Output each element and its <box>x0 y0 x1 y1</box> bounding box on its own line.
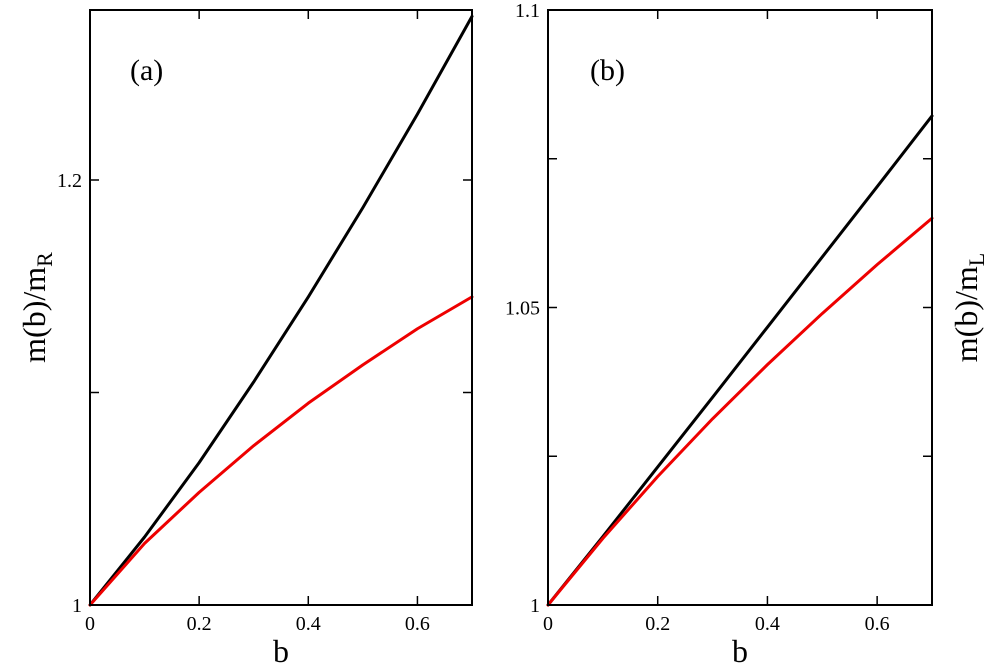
y-axis-title: m(b)/mR <box>16 252 57 363</box>
x-tick-label: 0.2 <box>645 613 670 635</box>
series-line-1 <box>546 114 934 607</box>
plot-frame <box>89 9 473 606</box>
y-axis-title: m(b)/mL <box>948 253 985 362</box>
x-tick-label: 0.6 <box>865 613 890 635</box>
x-tick-label: 0.4 <box>755 613 780 635</box>
panel-label: (a) <box>130 54 163 87</box>
y-axis-title-subscript: L <box>964 253 985 266</box>
x-tick-label: 0.6 <box>405 613 430 635</box>
plot-frame <box>547 9 933 606</box>
y-tick-label: 1.1 <box>515 0 540 22</box>
y-tick-label: 1.2 <box>57 170 82 192</box>
y-axis-title-main: m(b)/m <box>16 267 52 363</box>
y-axis-title-subscript: R <box>32 252 57 267</box>
x-tick-label: 0.2 <box>187 613 212 635</box>
panel-label: (b) <box>590 54 625 87</box>
x-tick-label: 0 <box>543 613 553 635</box>
y-tick-label: 1 <box>72 595 82 617</box>
y-axis-title-main: m(b)/m <box>948 266 984 362</box>
series-line-1 <box>88 14 474 607</box>
x-tick-label: 0.4 <box>296 613 321 635</box>
series-line-2 <box>546 216 934 607</box>
y-tick-label: 1 <box>530 595 540 617</box>
series-line-2 <box>88 295 474 607</box>
x-tick-label: 0 <box>85 613 95 635</box>
y-tick-label: 1.05 <box>505 298 540 320</box>
x-axis-title: b <box>732 633 748 667</box>
x-axis-title: b <box>273 633 289 667</box>
panel-a: 0 0.2 0.4 0.6 1 1.2 (a) b m(b)/mR <box>16 9 474 667</box>
panel-b: 0 0.2 0.4 0.6 1 1.05 1.1 (b) b m(b)/mL <box>505 0 985 667</box>
